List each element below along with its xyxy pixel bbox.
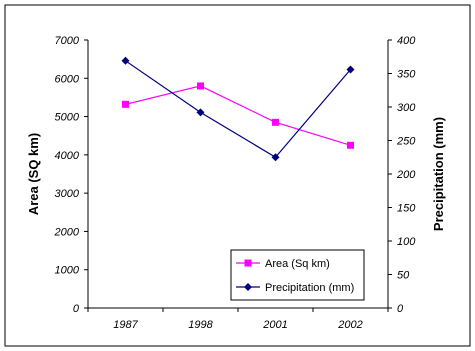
left-tick-label: 1000 — [55, 265, 80, 277]
right-tick-label: 100 — [397, 236, 416, 248]
left-tick-label: 7000 — [55, 35, 80, 47]
right-tick-label: 300 — [397, 102, 416, 114]
right-tick-label: 200 — [396, 169, 416, 181]
right-tick-label: 50 — [397, 270, 410, 282]
right-tick-label: 350 — [397, 69, 416, 81]
right-tick-label: 150 — [397, 203, 416, 215]
area-point — [272, 118, 279, 126]
legend-precipitation-label: Precipitation (mm) — [265, 282, 354, 294]
left-tick-label: 5000 — [55, 112, 80, 124]
legend-box — [230, 249, 365, 301]
right-tick-label: 400 — [397, 35, 416, 47]
x-tick-label: 2002 — [337, 319, 362, 331]
left-tick-label: 3000 — [55, 188, 80, 200]
x-tick-label: 2001 — [262, 319, 287, 331]
precipitation-point — [271, 153, 280, 162]
legend: Area (Sq km) Precipitation (mm) — [230, 249, 365, 301]
area-point — [347, 141, 354, 149]
precipitation-series-line — [125, 60, 351, 159]
right-axis-title: Precipitation (mm) — [431, 117, 446, 231]
left-axis-ticks: 0 1000 2000 3000 4000 5000 6000 7000 — [54, 35, 88, 315]
right-tick-label: 0 — [397, 303, 404, 315]
left-axis-title: Area (SQ km) — [26, 133, 41, 215]
x-axis-ticks: 1987 1998 2001 2002 — [87, 308, 389, 331]
left-tick-label: 2000 — [54, 226, 80, 238]
left-tick-label: 4000 — [55, 150, 80, 162]
series-layer — [121, 56, 355, 162]
area-point — [197, 82, 204, 90]
legend-area-marker — [244, 259, 252, 267]
legend-precipitation-marker — [244, 283, 252, 291]
precipitation-point — [121, 56, 130, 65]
left-tick-label: 0 — [73, 303, 80, 315]
area-series-line — [125, 85, 351, 146]
x-tick-label: 1998 — [188, 319, 213, 331]
area-point — [122, 100, 129, 108]
precipitation-point — [346, 65, 355, 74]
right-axis-ticks: 0 50 100 150 200 250 300 350 400 — [388, 35, 416, 315]
left-tick-label: 6000 — [55, 73, 80, 85]
legend-area-label: Area (Sq km) — [265, 258, 330, 270]
precipitation-point — [196, 108, 205, 117]
x-tick-label: 1987 — [113, 319, 138, 331]
right-tick-label: 250 — [396, 136, 416, 148]
